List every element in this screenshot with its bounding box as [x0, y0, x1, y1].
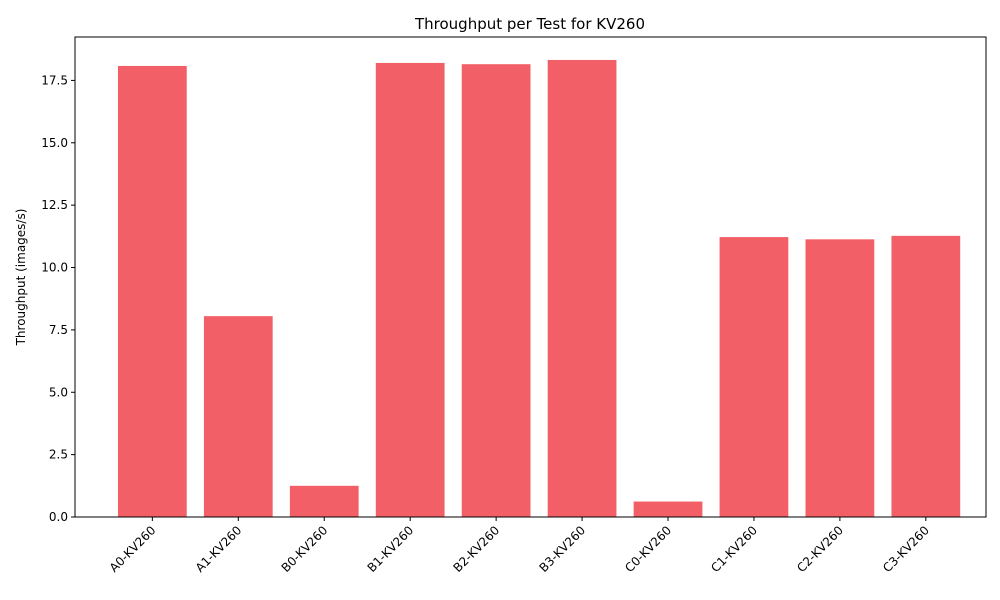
x-tick-label: B2-KV260 — [450, 523, 502, 575]
x-axis-ticks: A0-KV260 A1-KV260 B0-KV260 B1-KV260 B2-KV260… — [107, 517, 932, 575]
bar-a1-kv260 — [203, 316, 273, 517]
plot-frame — [74, 36, 987, 518]
x-tick-label: A0-KV260 — [107, 523, 159, 575]
y-tick-label: 2.5 — [49, 448, 68, 462]
bar-a0-kv260 — [117, 65, 187, 518]
y-tick-label: 15.0 — [41, 136, 68, 150]
x-tick-label: B3-KV260 — [536, 523, 588, 575]
y-tick-label: 12.5 — [41, 198, 68, 212]
bar-c0-kv260 — [633, 501, 703, 517]
bars-group — [117, 59, 961, 518]
y-axis-label: Throughput (images/s) — [14, 209, 28, 347]
y-tick-label: 7.5 — [49, 323, 68, 337]
y-axis-ticks: 0.0 2.5 5.0 7.5 10.0 12.5 15.0 17.5 — [41, 73, 75, 524]
x-tick-label: A1-KV260 — [193, 523, 245, 575]
bar-c1-kv260 — [719, 237, 789, 517]
bar-c3-kv260 — [891, 235, 961, 517]
x-tick-label: C3-KV260 — [880, 523, 932, 575]
y-tick-label: 10.0 — [41, 261, 68, 275]
bar-b2-kv260 — [461, 64, 531, 517]
x-tick-label: C2-KV260 — [794, 523, 846, 575]
bar-b3-kv260 — [547, 59, 617, 518]
bar-b1-kv260 — [375, 62, 445, 517]
x-tick-label: C1-KV260 — [708, 523, 760, 575]
x-tick-label: B1-KV260 — [365, 523, 417, 575]
chart-title: Throughput per Test for KV260 — [414, 15, 645, 33]
x-tick-label: C0-KV260 — [622, 523, 674, 575]
x-tick-label: B0-KV260 — [279, 523, 331, 575]
y-tick-label: 17.5 — [41, 73, 68, 87]
bar-c2-kv260 — [805, 239, 875, 517]
bar-b0-kv260 — [289, 485, 359, 517]
y-tick-label: 0.0 — [49, 510, 68, 524]
y-tick-label: 5.0 — [49, 385, 68, 399]
